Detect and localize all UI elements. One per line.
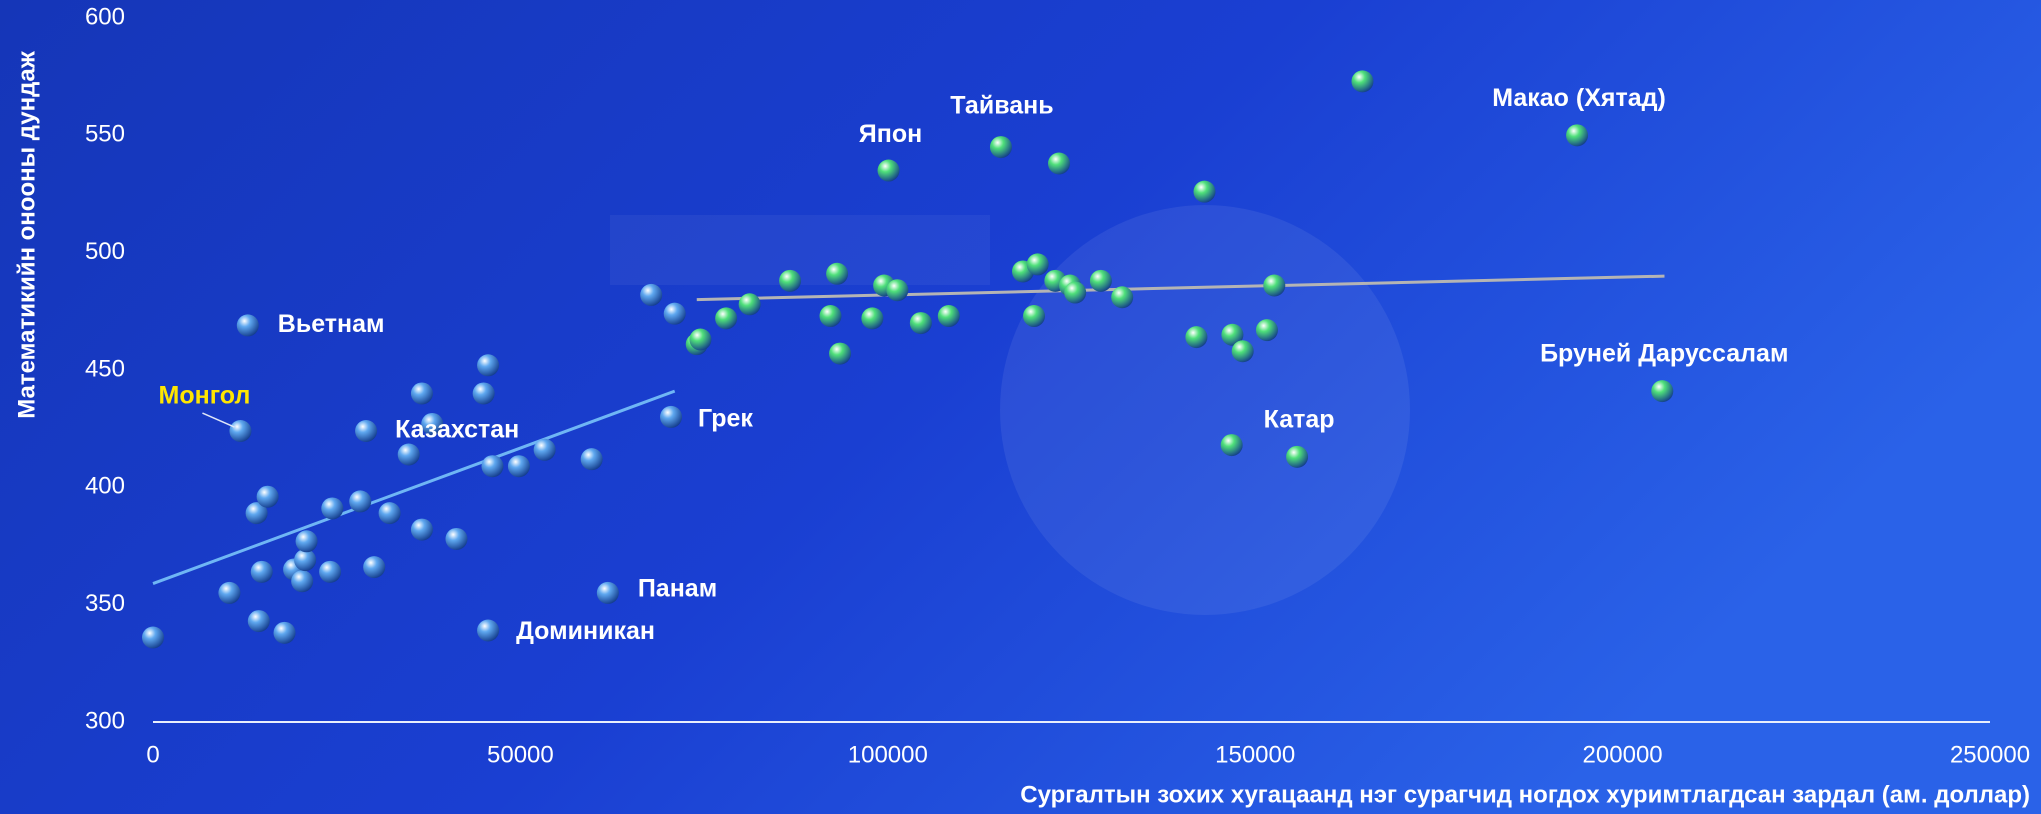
point bbox=[1221, 323, 1244, 346]
point bbox=[256, 485, 279, 508]
point bbox=[819, 305, 842, 328]
point bbox=[877, 159, 900, 182]
annotation: Япон bbox=[859, 120, 922, 148]
point bbox=[236, 314, 259, 337]
point bbox=[1220, 434, 1243, 457]
leader-line bbox=[202, 412, 235, 428]
y-tick-label: 550 bbox=[85, 121, 125, 148]
point bbox=[319, 560, 342, 583]
y-tick-label: 450 bbox=[85, 355, 125, 382]
point bbox=[1023, 305, 1046, 328]
point bbox=[1089, 269, 1112, 292]
y-axis-title: Математикийн онооны дундаж bbox=[13, 50, 40, 418]
x-tick-label: 200000 bbox=[1583, 741, 1663, 768]
point bbox=[1286, 445, 1309, 468]
point bbox=[596, 581, 619, 604]
point bbox=[580, 448, 603, 471]
point bbox=[1255, 319, 1278, 342]
annotation: Катар bbox=[1264, 405, 1335, 433]
point bbox=[410, 518, 433, 541]
annotation: Панам bbox=[638, 575, 717, 603]
x-tick-label: 150000 bbox=[1215, 741, 1295, 768]
point bbox=[1231, 340, 1254, 363]
y-tick-label: 300 bbox=[85, 707, 125, 734]
point bbox=[1185, 326, 1208, 349]
point bbox=[421, 412, 444, 435]
point bbox=[250, 560, 273, 583]
annotation: Бруней Даруссалам bbox=[1540, 340, 1788, 368]
point bbox=[229, 420, 252, 443]
point bbox=[715, 307, 738, 330]
x-tick-label: 250000 bbox=[1950, 741, 2030, 768]
point bbox=[861, 307, 884, 330]
point bbox=[378, 502, 401, 525]
point bbox=[507, 455, 530, 478]
y-tick-label: 600 bbox=[85, 3, 125, 30]
decoration bbox=[610, 215, 990, 285]
point bbox=[689, 328, 712, 351]
point bbox=[247, 610, 270, 633]
annotation: Монгол bbox=[159, 382, 251, 410]
point bbox=[273, 621, 296, 644]
point bbox=[640, 283, 663, 306]
point bbox=[363, 556, 386, 579]
x-tick-label: 0 bbox=[146, 741, 159, 768]
y-tick-label: 400 bbox=[85, 473, 125, 500]
point bbox=[829, 342, 852, 365]
x-tick-label: 100000 bbox=[848, 741, 928, 768]
point bbox=[321, 497, 344, 520]
point bbox=[909, 312, 932, 335]
x-axis-title: Сургалтын зохих хугацаанд нэг сурагчид н… bbox=[1020, 781, 2030, 808]
point bbox=[481, 455, 504, 478]
point bbox=[349, 490, 372, 513]
point bbox=[1111, 286, 1134, 309]
point bbox=[1566, 124, 1589, 147]
point bbox=[989, 136, 1012, 159]
point bbox=[477, 619, 500, 642]
y-tick-label: 500 bbox=[85, 238, 125, 265]
point bbox=[1193, 180, 1216, 203]
point bbox=[410, 382, 433, 405]
point bbox=[886, 279, 909, 302]
point bbox=[1026, 253, 1049, 276]
point bbox=[218, 581, 241, 604]
point bbox=[738, 293, 761, 316]
annotation: Доминикан bbox=[516, 617, 655, 645]
decoration bbox=[1000, 205, 1410, 615]
point bbox=[1263, 274, 1286, 297]
point bbox=[142, 626, 164, 649]
annotation: Тайвань bbox=[950, 92, 1053, 120]
trend-line bbox=[696, 274, 1665, 302]
trend-line bbox=[152, 389, 676, 585]
point bbox=[1351, 70, 1374, 93]
point bbox=[826, 262, 849, 285]
point bbox=[477, 354, 500, 377]
point bbox=[660, 405, 683, 428]
point bbox=[445, 527, 468, 550]
point bbox=[1048, 152, 1071, 175]
annotation: Казахстан bbox=[395, 416, 519, 444]
point bbox=[355, 420, 378, 443]
point bbox=[1064, 281, 1087, 304]
point bbox=[779, 269, 802, 292]
y-tick-label: 350 bbox=[85, 590, 125, 617]
point bbox=[663, 302, 686, 325]
annotation: Грек bbox=[698, 405, 753, 433]
x-tick-label: 50000 bbox=[487, 741, 554, 768]
point bbox=[937, 305, 960, 328]
point bbox=[1651, 380, 1674, 403]
point bbox=[295, 530, 318, 553]
point bbox=[472, 382, 495, 405]
point bbox=[294, 549, 317, 572]
point bbox=[533, 438, 556, 461]
point bbox=[245, 502, 268, 525]
point bbox=[397, 443, 420, 466]
annotation: Вьетнам bbox=[278, 310, 385, 338]
annotation: Макао (Хятад) bbox=[1492, 84, 1666, 112]
point bbox=[291, 570, 314, 593]
